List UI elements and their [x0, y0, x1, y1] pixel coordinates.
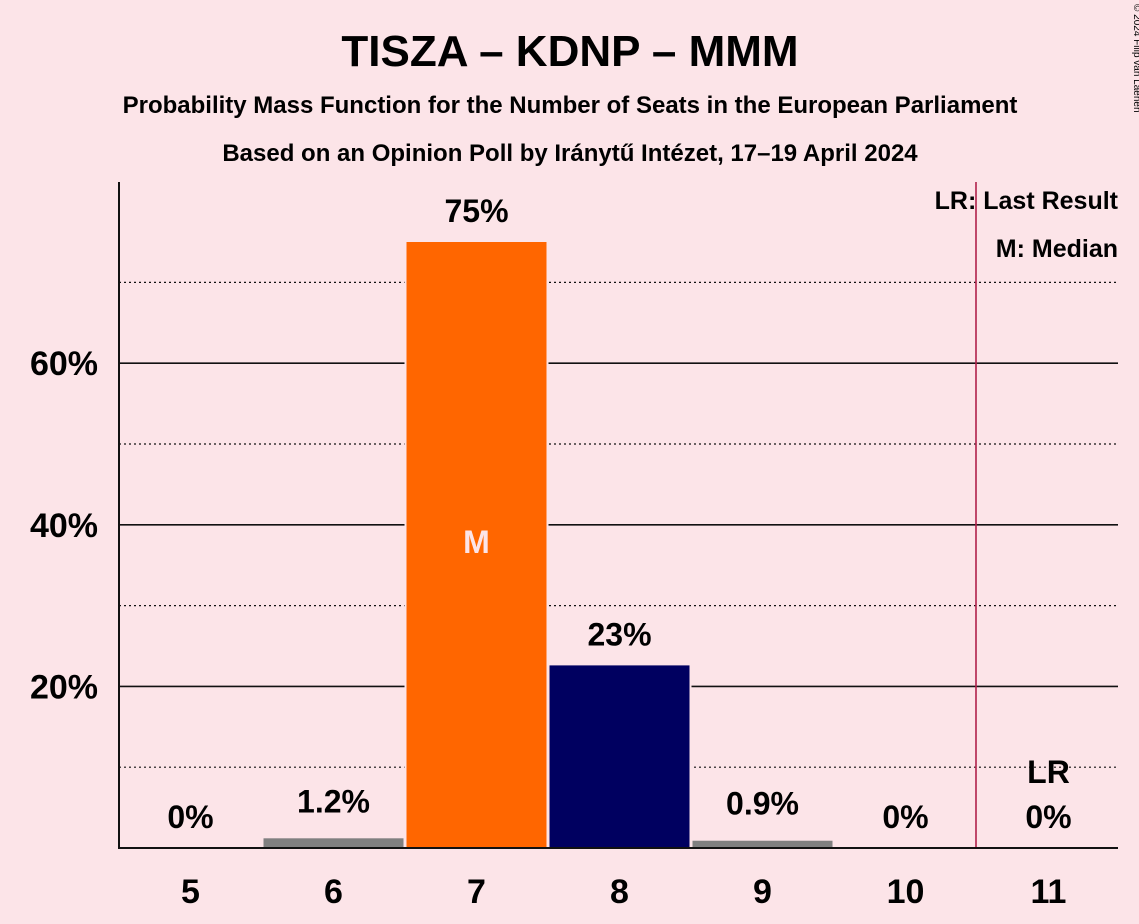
- bar-6: [263, 838, 404, 848]
- x-tick-label: 10: [887, 873, 925, 911]
- x-tick-label: 5: [181, 873, 200, 911]
- value-label-6: 1.2%: [297, 783, 370, 819]
- x-tick-label: 9: [753, 873, 772, 911]
- gridlines: [119, 182, 1118, 848]
- y-tick-label: 60%: [30, 345, 98, 383]
- legend-median: M: Median: [996, 235, 1118, 263]
- x-tick-label: 11: [1031, 873, 1067, 911]
- axes: 20% 40% 60% 5 6 7 8 9 10 11: [30, 182, 1118, 911]
- legend-last-result: LR: Last Result: [935, 187, 1119, 215]
- last-result-marker: LR: [1027, 754, 1070, 790]
- x-tick-label: 7: [467, 873, 486, 911]
- bars: [261, 240, 835, 848]
- copyright-note: © 2024 Filip van Laenen: [1131, 4, 1139, 113]
- chart-source: Based on an Opinion Poll by Iránytű Inté…: [222, 140, 918, 167]
- value-label-11: 0%: [1025, 799, 1071, 835]
- y-tick-label: 40%: [30, 507, 98, 545]
- value-label-9: 0.9%: [726, 786, 799, 822]
- bar-7: [406, 242, 547, 848]
- bar-8: [549, 665, 690, 848]
- value-label-8: 23%: [587, 616, 651, 652]
- y-tick-label: 20%: [30, 668, 98, 706]
- chart-title: TISZA – KDNP – MMM: [341, 27, 798, 76]
- x-tick-label: 6: [324, 873, 343, 911]
- value-label-7: 75%: [444, 193, 508, 229]
- bar-9: [692, 840, 833, 848]
- x-tick-label: 8: [610, 873, 629, 911]
- chart-subtitle: Probability Mass Function for the Number…: [123, 92, 1018, 119]
- value-labels: 0% 1.2% 75% 23% 0.9% 0% 0% M LR: [167, 193, 1071, 835]
- value-label-5: 0%: [167, 799, 213, 835]
- median-marker: M: [463, 524, 490, 560]
- value-label-10: 0%: [882, 799, 928, 835]
